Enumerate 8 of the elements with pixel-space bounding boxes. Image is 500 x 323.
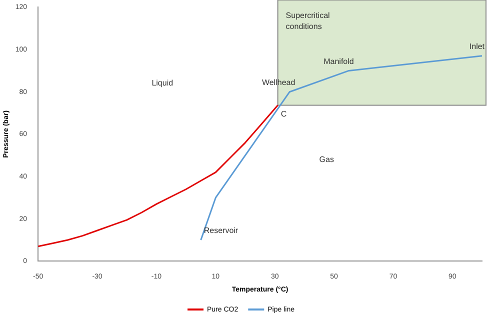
annotation: C: [280, 109, 287, 118]
band-label: Supercritical conditions: [286, 11, 330, 32]
annotation: Manifold: [324, 56, 354, 66]
annotation: Inlet: [469, 42, 486, 52]
annotation: Wellhead: [262, 78, 296, 88]
annotation: Gas: [319, 154, 334, 164]
annotation: Liquid: [152, 78, 174, 88]
annotation: Reservoir: [204, 226, 238, 236]
